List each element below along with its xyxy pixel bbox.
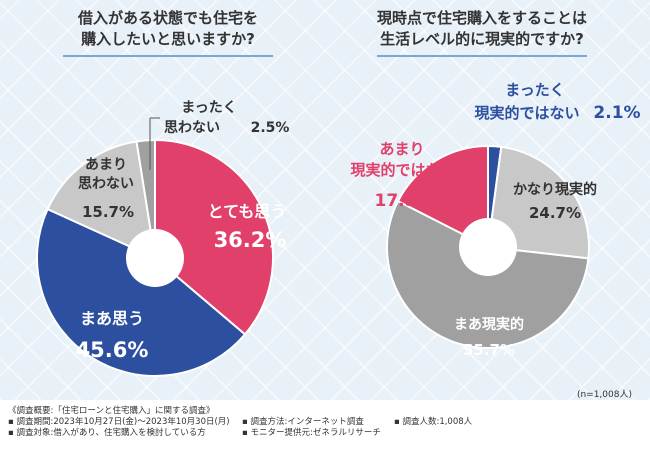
pie-charts-canvas: とても思う 36.2% まあ思う 45.6% あまり 思わない 15.7% まっ… [36, 81, 641, 377]
left-pie-slice-2 [36, 207, 247, 377]
left-pie-slice-3 [46, 140, 157, 260]
footer-provider: ▪ モニター提供元:ゼネラルリサーチ [242, 428, 381, 438]
footer-period: ▪ 調査期間:2023年10月27日(金)〜2023年10月30日(月) [8, 417, 230, 427]
sample-size-note: (n=1,008人) [576, 390, 632, 400]
chart-title-right: 現時点で住宅購入をすることは 生活レベル的に現実的ですか? [332, 8, 632, 50]
left-donut-hole [126, 229, 184, 287]
left-slice-label-amari-1: あまり [85, 157, 127, 173]
right-slice-label-kanari: かなり現実的 [513, 181, 597, 198]
left-slice-label-totemo: とても思う [208, 202, 287, 221]
right-slice-pct-maa: 55.7% [463, 341, 515, 359]
right-pie-slice-4 [396, 144, 489, 249]
chart-title-left-line1: 借入がある状態でも住宅を [77, 9, 258, 27]
right-donut-hole [459, 218, 517, 276]
survey-footer: 《調査概要:「住宅ローンと住宅購入」に関する調査》 ▪ 調査期間:2023年10… [0, 400, 650, 450]
left-slice-pct-totemo: 36.2% [214, 228, 287, 252]
right-slice-label-mattaku-2: 現実的ではない [474, 104, 579, 122]
right-slice-label-amari-2: 現実的ではない [350, 161, 455, 179]
right-slice-label-amari-1: あまり [379, 140, 424, 158]
chart-title-right-line1: 現時点で住宅購入をすることは [376, 9, 587, 27]
left-slice-label-mattaku-1: まったく [181, 100, 236, 116]
left-slice-label-mattaku-2: 思わない [164, 120, 220, 136]
right-slice-label-mattaku-1: まったく [505, 81, 564, 99]
title-underline-right [377, 55, 587, 57]
chart-title-left-line2: 購入したいと思いますか? [81, 30, 255, 48]
left-slice-pct-mattaku: 2.5% [251, 120, 290, 136]
left-slice-pct-amari: 15.7% [82, 203, 134, 221]
right-slice-pct-kanari: 24.7% [529, 204, 581, 222]
footer-method: ▪ 調査方法:インターネット調査 [242, 417, 364, 427]
right-slice-label-maa: まあ現実的 [454, 316, 524, 333]
chart-title-left: 借入がある状態でも住宅を 購入したいと思いますか? [18, 8, 318, 50]
right-slice-pct-amari: 17.5% [375, 191, 434, 211]
footer-count: ▪ 調査人数:1,008人 [394, 417, 473, 427]
right-pie-slice-2 [486, 145, 590, 260]
left-pie-slice-1 [154, 138, 274, 336]
pie-chart-right [386, 144, 590, 349]
left-slice-pct-maa: 45.6% [76, 338, 149, 362]
pie-chart-left [36, 138, 274, 377]
left-slice-label-amari-2: 思わない [78, 176, 134, 192]
left-slice-label-maa: まあ思う [80, 309, 144, 328]
footer-target: ▪ 調査対象:借入があり、住宅購入を検討している方 [8, 428, 206, 438]
chart-title-right-line2: 生活レベル的に現実的ですか? [380, 30, 584, 48]
right-slice-pct-mattaku: 2.1% [593, 103, 640, 123]
title-underline-left [63, 55, 273, 57]
footer-survey-title: 《調査概要:「住宅ローンと住宅購入」に関する調査》 [8, 406, 215, 416]
